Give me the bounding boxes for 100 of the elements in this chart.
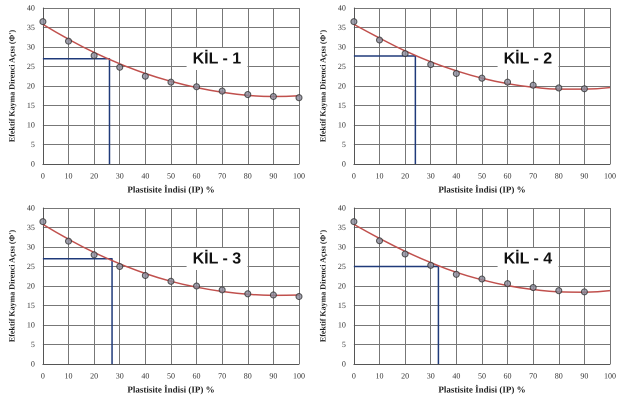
x-tick-label: 0 xyxy=(352,172,356,180)
y-tick-label: 40 xyxy=(338,4,346,12)
y-tick-label: 5 xyxy=(342,140,346,149)
point xyxy=(427,61,434,68)
y-tick-label: 0 xyxy=(30,160,35,168)
x-tick-label: 40 xyxy=(452,172,460,180)
y-tick-label: 0 xyxy=(342,160,346,168)
point xyxy=(580,85,588,92)
point xyxy=(90,52,98,60)
point xyxy=(530,82,537,89)
point xyxy=(580,288,588,296)
y-tick-label: 20 xyxy=(26,82,35,90)
point xyxy=(39,18,46,26)
y-tick-label: 10 xyxy=(26,320,35,330)
x-tick-label: 90 xyxy=(580,172,588,180)
x-tick-label: 0 xyxy=(352,372,356,380)
x-tick-label: 70 xyxy=(218,172,226,180)
y-tick-label: 20 xyxy=(338,82,346,90)
x-axis-title: Plastisite İndisi (IP) % xyxy=(438,384,526,394)
x-tick-label: 50 xyxy=(478,372,486,380)
x-tick-label: 20 xyxy=(90,172,98,180)
text: KİL - 3 xyxy=(192,250,242,268)
x-tick-label: 100 xyxy=(293,172,305,180)
point xyxy=(39,218,46,226)
x-tick-label: 40 xyxy=(141,372,150,380)
point xyxy=(193,282,200,290)
x-tick-label: 90 xyxy=(269,172,278,180)
point xyxy=(65,238,72,245)
x-tick-label: 40 xyxy=(452,372,460,380)
x-tick-label: 100 xyxy=(604,172,616,180)
y-tick-label: 0 xyxy=(30,360,35,368)
point xyxy=(142,72,149,80)
x-tick-label: 70 xyxy=(218,372,226,380)
y-tick-label: 25 xyxy=(338,262,346,271)
x-tick-label: 10 xyxy=(64,372,73,380)
x-tick-label: 20 xyxy=(401,172,410,180)
y-tick-label: 35 xyxy=(26,223,35,232)
x-tick-label: 10 xyxy=(64,172,73,180)
x-tick-label: 20 xyxy=(90,372,98,380)
y-tick-label: 25 xyxy=(338,62,346,71)
point xyxy=(350,18,358,26)
y-tick-label: 30 xyxy=(26,242,35,252)
x-tick-label: 20 xyxy=(401,372,410,380)
x-tick-label: 60 xyxy=(504,372,512,380)
point xyxy=(167,278,174,285)
point xyxy=(376,237,384,244)
y-tick-label: 5 xyxy=(30,140,35,149)
x-tick-label: 60 xyxy=(504,172,512,180)
x-tick-label: 10 xyxy=(376,172,384,180)
x-axis-title: Plastisite İndisi (IP) % xyxy=(127,184,215,194)
y-axis-title: Efektif Kayma Direnci Açısı (Φ') xyxy=(8,30,16,142)
point xyxy=(452,70,460,78)
text: KİL - 4 xyxy=(504,250,552,268)
y-tick-label: 35 xyxy=(338,23,346,32)
point xyxy=(116,263,124,270)
point xyxy=(244,91,252,98)
point xyxy=(218,286,226,294)
x-tick-label: 100 xyxy=(293,372,305,380)
y-tick-label: 15 xyxy=(338,301,346,310)
y-axis-title: Efektif Kayma Direnci Açısı (Φ') xyxy=(8,230,16,342)
x-axis-title: Plastisite İndisi (IP) % xyxy=(127,384,215,394)
y-tick-label: 10 xyxy=(338,320,346,330)
x-tick-label: 50 xyxy=(166,372,175,380)
point xyxy=(296,94,302,102)
y-tick-label: 15 xyxy=(26,101,35,110)
y-tick-label: 10 xyxy=(26,120,35,130)
y-tick-label: 20 xyxy=(26,282,35,290)
y-tick-label: 35 xyxy=(338,223,346,232)
y-tick-label: 30 xyxy=(338,42,346,52)
y-tick-label: 40 xyxy=(26,4,35,12)
point xyxy=(478,275,486,282)
x-tick-label: 0 xyxy=(40,172,45,180)
y-axis-title: Efektif Kayma Direnci Açısı (Φ') xyxy=(318,30,328,142)
point xyxy=(350,218,358,226)
point xyxy=(65,38,72,45)
x-tick-label: 40 xyxy=(141,172,150,180)
x-tick-label: 70 xyxy=(529,372,538,380)
point xyxy=(427,262,434,269)
y-tick-label: 40 xyxy=(26,204,35,212)
point xyxy=(478,74,486,82)
x-tick-label: 100 xyxy=(604,372,616,380)
y-tick-label: 15 xyxy=(338,101,346,110)
x-tick-label: 30 xyxy=(116,372,124,380)
point xyxy=(270,291,277,298)
point xyxy=(504,78,512,86)
y-tick-label: 5 xyxy=(30,340,35,349)
y-tick-label: 10 xyxy=(338,120,346,130)
point xyxy=(504,280,512,288)
x-tick-label: 30 xyxy=(116,172,124,180)
x-tick-label: 0 xyxy=(40,372,45,380)
y-tick-label: 30 xyxy=(26,42,35,52)
point xyxy=(244,290,252,298)
y-tick-label: 35 xyxy=(26,23,35,32)
point xyxy=(402,250,409,258)
y-tick-label: 20 xyxy=(338,282,346,290)
point xyxy=(116,64,124,71)
x-axis-title: Plastisite İndisi (IP) % xyxy=(438,184,526,194)
point xyxy=(555,287,562,294)
x-tick-label: 70 xyxy=(529,172,538,180)
x-tick-label: 30 xyxy=(426,372,435,380)
